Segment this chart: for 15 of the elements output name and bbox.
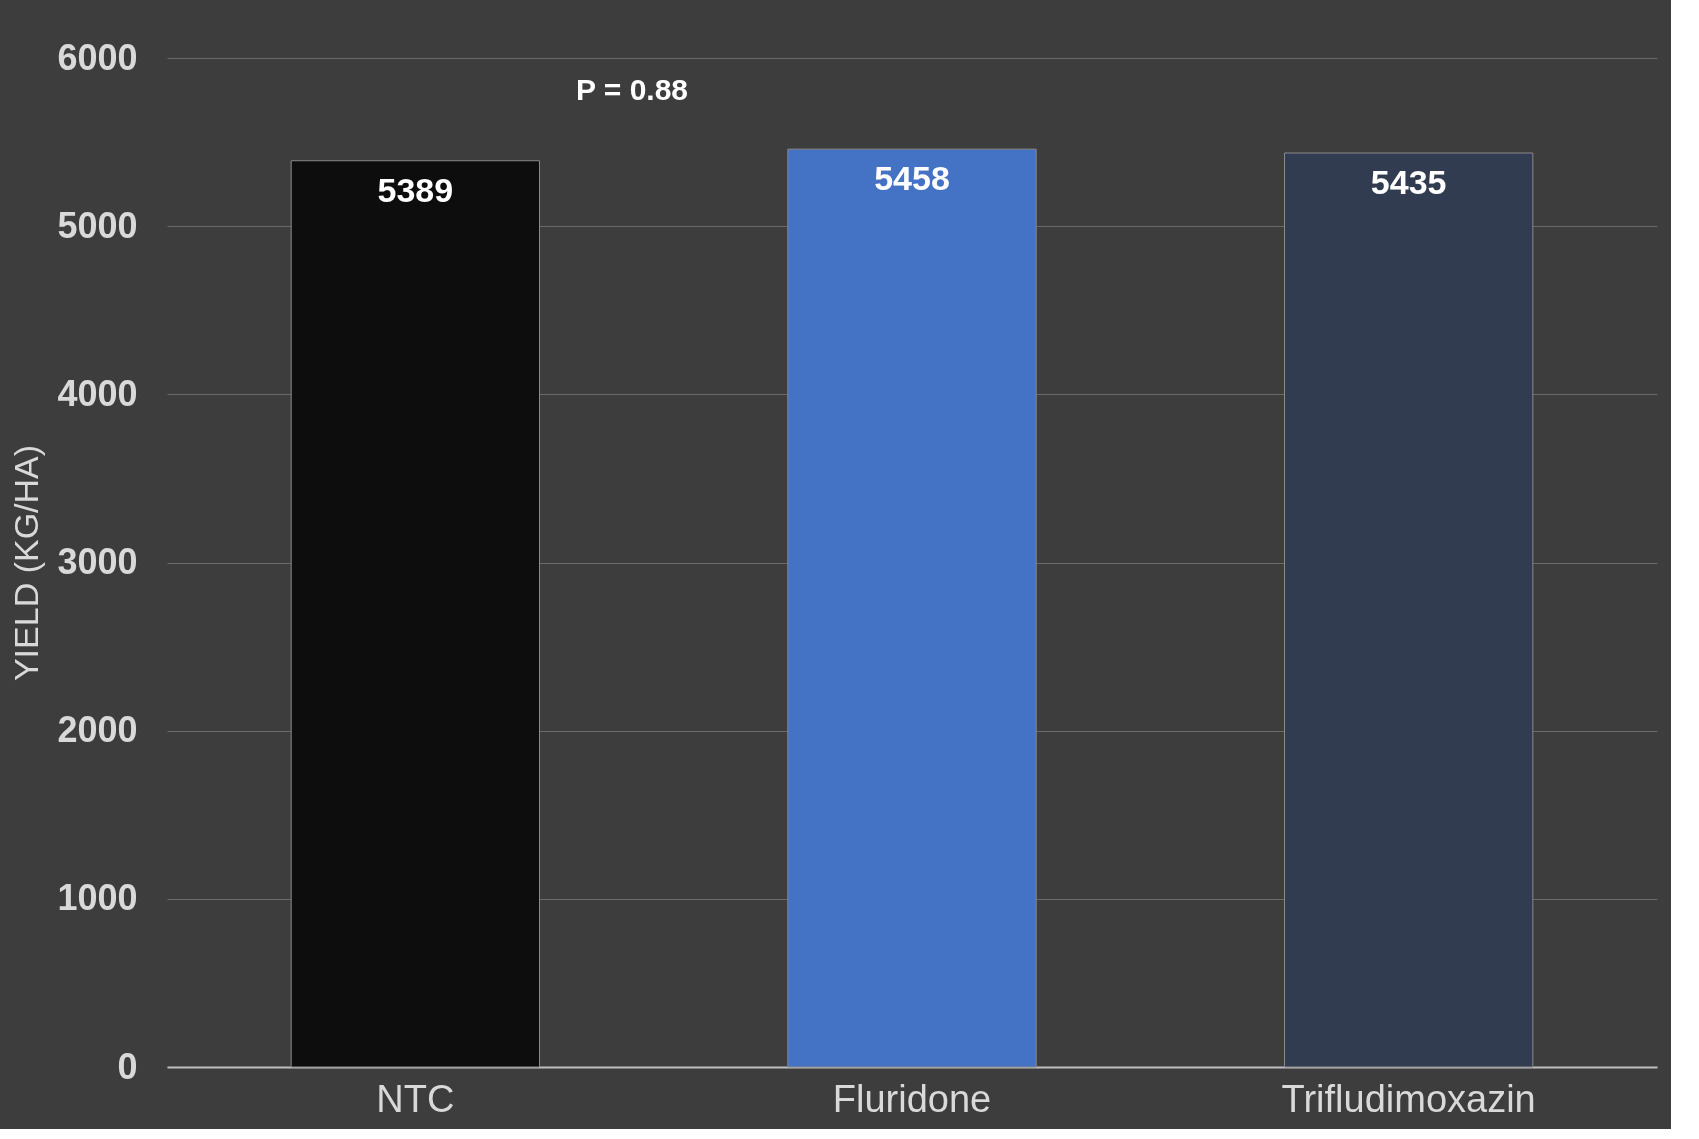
- y-tick-label: 3000: [57, 541, 138, 582]
- y-tick-label: 1000: [57, 877, 138, 919]
- x-tick-label: Fluridone: [832, 1077, 992, 1120]
- data-label: 5435: [1370, 163, 1447, 202]
- x-tick-label: NTC: [376, 1077, 455, 1120]
- y-tick-label: 0: [117, 1045, 138, 1087]
- y-tick-label: 6000: [57, 36, 138, 78]
- data-label: 5458: [874, 159, 950, 198]
- y-tick-label: 4000: [57, 372, 138, 414]
- annotation: P = 0.88: [575, 73, 689, 106]
- x-tick-label: Trifludimoxazin: [1281, 1077, 1536, 1120]
- data-label: 5389: [377, 170, 454, 209]
- y-tick-label: 2000: [57, 709, 138, 751]
- y-tick-label: 5000: [57, 204, 138, 246]
- y-axis-title: YIELD (KG/HA): [7, 444, 46, 682]
